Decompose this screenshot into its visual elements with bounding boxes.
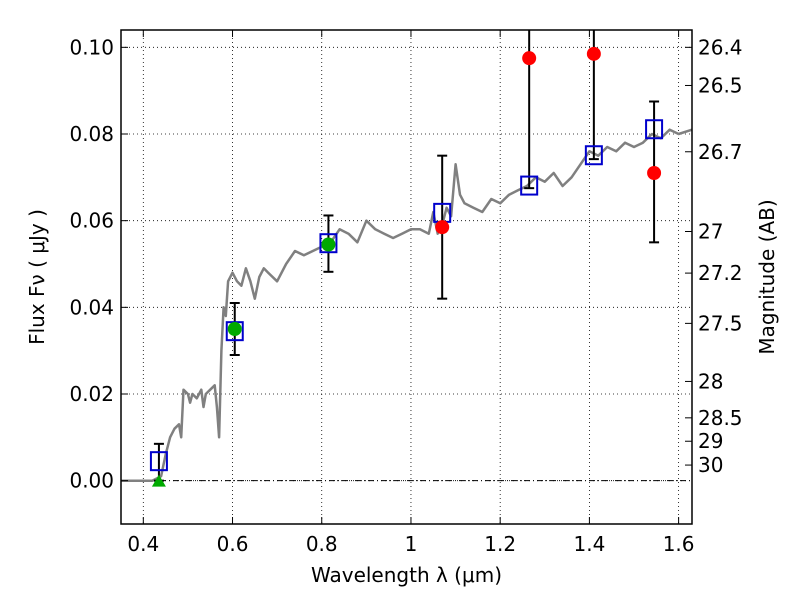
x-axis-ticks: 0.4 0.6 0.8 1 1.2 1.4 1.6 — [127, 30, 695, 556]
x-tick-label: 0.8 — [306, 532, 338, 556]
right-tick-label: 27.2 — [698, 261, 743, 285]
sed-model-curve — [121, 128, 693, 482]
y-axis-label: Flux Fν ( μJy ) — [25, 209, 49, 345]
x-tick-label: 1.2 — [484, 532, 516, 556]
x-tick-label: 0.6 — [217, 532, 249, 556]
right-tick-label: 28 — [698, 369, 723, 393]
x-axis-label: Wavelength λ (μm) — [311, 563, 502, 587]
grid-lines — [121, 30, 692, 524]
upper-limit-marker — [151, 474, 166, 487]
plot-frame — [120, 29, 693, 525]
y-axis-ticks: 0.00 0.02 0.04 0.06 0.08 0.10 — [69, 35, 128, 493]
right-tick-label: 26.4 — [698, 35, 743, 59]
y-tick-label: 0.02 — [69, 382, 114, 406]
x-tick-label: 1 — [405, 532, 418, 556]
right-tick-label: 29 — [698, 429, 723, 453]
y-tick-label: 0.08 — [69, 122, 114, 146]
model-square-marker — [149, 451, 168, 472]
right-tick-label: 27.5 — [698, 311, 743, 335]
right-tick-label: 26.7 — [698, 140, 743, 164]
observed-flux-marker — [647, 166, 662, 180]
x-tick-label: 1.6 — [663, 532, 695, 556]
y-tick-label: 0.06 — [69, 209, 114, 233]
right-axis-label: Magnitude (AB) — [755, 199, 779, 354]
observed-flux-marker — [586, 46, 601, 61]
observed-flux-marker — [522, 51, 537, 66]
observed-flux-marker — [435, 220, 450, 235]
x-tick-label: 0.4 — [127, 532, 159, 556]
observed-flux-marker — [321, 237, 336, 252]
y-tick-label: 0.04 — [69, 295, 114, 319]
error-bars — [153, 30, 660, 482]
data-markers — [149, 46, 664, 487]
x-tick-label: 1.4 — [573, 532, 605, 556]
model-square-marker — [584, 145, 603, 166]
y-tick-label: 0.10 — [69, 35, 114, 59]
y-tick-label: 0.00 — [69, 469, 114, 493]
sed-line-path — [121, 128, 693, 482]
observed-flux-marker — [227, 322, 242, 336]
model-square-marker — [520, 175, 539, 196]
model-square-marker — [645, 119, 664, 140]
right-tick-label: 26.5 — [698, 73, 743, 97]
right-tick-label: 27 — [698, 220, 723, 244]
model-square-marker — [319, 233, 338, 254]
right-tick-label: 30 — [698, 453, 723, 477]
right-tick-label: 28.5 — [698, 406, 743, 430]
